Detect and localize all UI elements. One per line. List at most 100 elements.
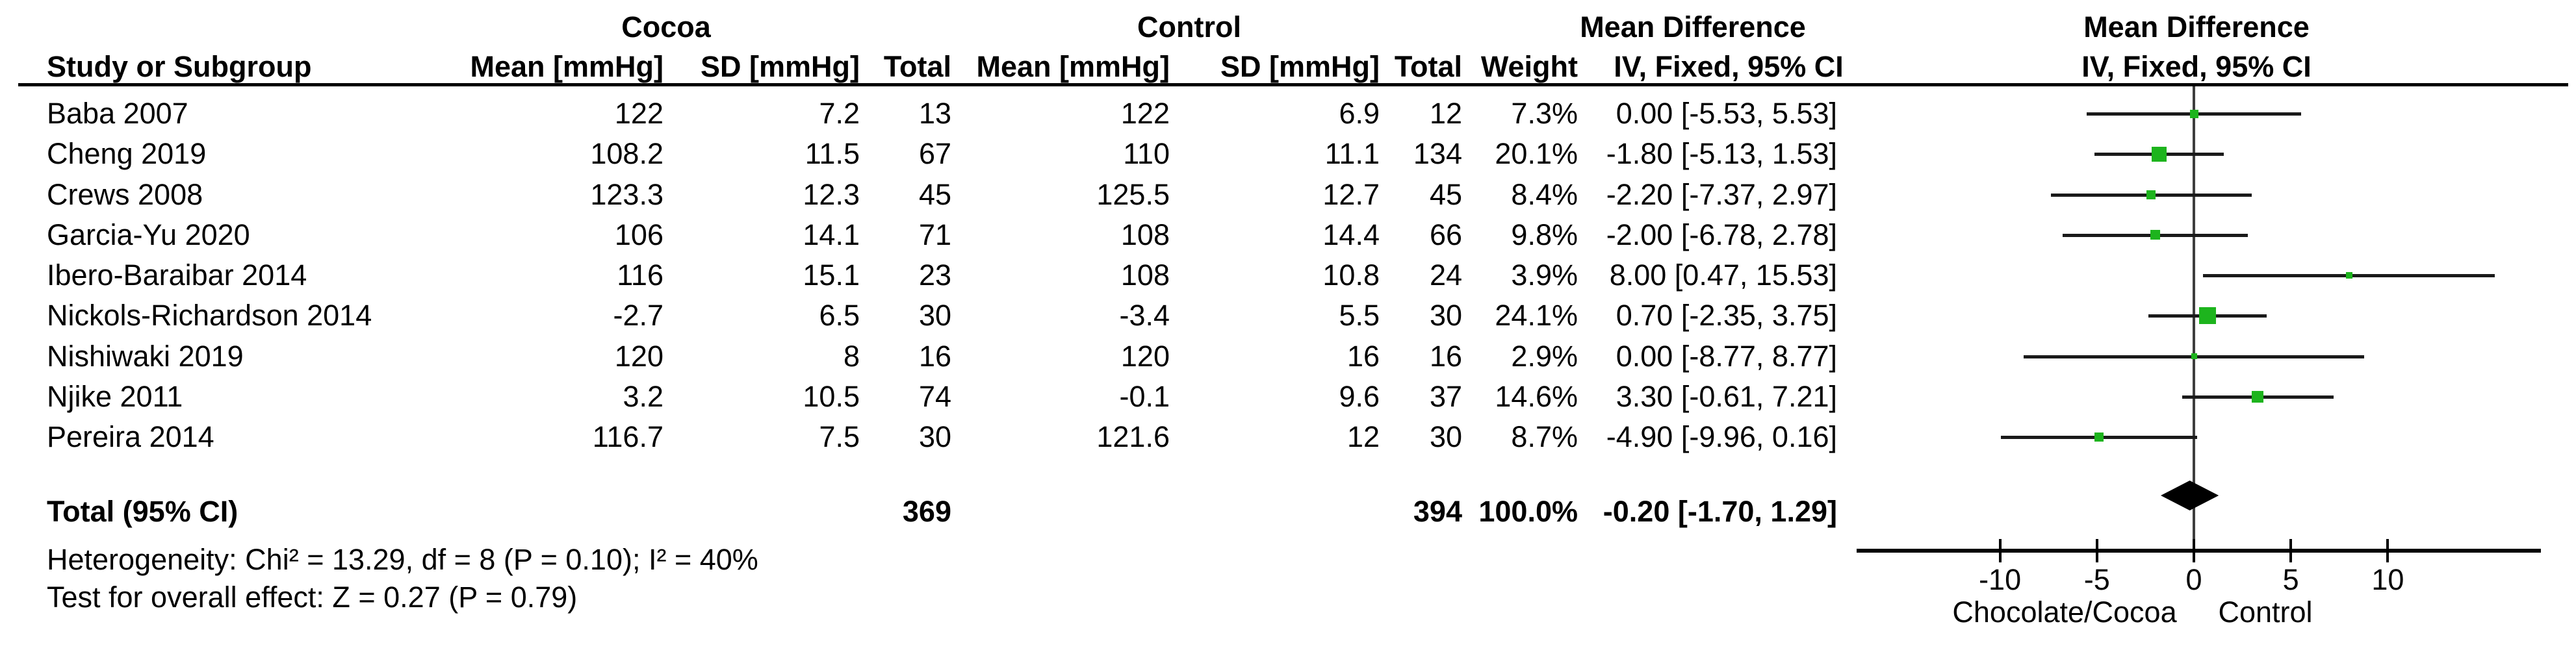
cocoa-sd: 12.3 [803,177,860,211]
control-total: 30 [1429,299,1462,332]
axis-tick-label: 0 [2185,563,2202,596]
pooled-diamond [2161,481,2219,510]
cocoa-total: 67 [918,137,951,171]
study-name: Nishiwaki 2019 [47,339,244,373]
cocoa-total-header: Total [883,50,951,83]
weight: 2.9% [1511,339,1578,373]
method-plot-header: IV, Fixed, 95% CI [2081,50,2312,83]
control-total: 24 [1429,258,1462,292]
cocoa-mean: 106 [614,218,663,251]
effect-marker [2252,390,2264,403]
control-sd: 11.1 [1324,137,1380,171]
ci-text: 0.70 [-2.35, 3.75] [1616,299,1837,332]
control-sd: 6.9 [1339,97,1380,130]
axis-tick-label: 5 [2282,563,2299,596]
cocoa-mean-header: Mean [mmHg] [470,50,663,83]
control-mean: 110 [1123,137,1170,171]
effect-marker [2189,109,2198,118]
control-mean: 125.5 [1096,177,1170,211]
control-total: 12 [1429,97,1462,130]
control-mean: 120 [1120,339,1170,373]
effect-marker [2150,230,2160,240]
cocoa-total: 45 [918,177,951,211]
study-column-header: Study or Subgroup [47,50,312,83]
cocoa-mean: 123.3 [590,177,663,211]
heterogeneity-stats: Heterogeneity: Chi² = 13.29, df = 8 (P =… [47,543,758,576]
weight: 8.7% [1511,420,1578,453]
total-weight: 100.0% [1478,495,1578,528]
ci-text: 3.30 [-0.61, 7.21] [1616,379,1837,413]
cocoa-sd-header: SD [mmHg] [701,50,860,83]
ci-text: 0.00 [-8.77, 8.77] [1616,339,1837,373]
study-name: Crews 2008 [47,177,203,211]
control-sd: 5.5 [1339,299,1380,332]
cocoa-mean: 116.7 [592,420,663,453]
control-mean: 108 [1120,258,1170,292]
ci-text: 8.00 [0.47, 15.53] [1609,258,1837,292]
method-column-header: IV, Fixed, 95% CI [1614,50,1844,83]
favours-left-label: Chocolate/Cocoa [1952,596,2177,629]
cocoa-sd: 7.2 [819,97,860,130]
cocoa-mean: 108.2 [590,137,663,171]
cocoa-sd: 6.5 [819,299,860,332]
cocoa-mean: 122 [614,97,663,130]
zero-reference-line [2193,86,2195,551]
control-total-header: Total [1394,50,1462,83]
weight: 8.4% [1511,177,1578,211]
control-mean: 108 [1120,218,1170,251]
cocoa-sd: 14.1 [803,218,860,251]
control-total: 134 [1413,137,1462,171]
x-axis-line [1857,549,2541,553]
study-name: Nickols-Richardson 2014 [47,299,372,332]
axis-tick-label: -5 [2083,563,2110,596]
effect-marker [2146,190,2156,199]
total-ci-text: -0.20 [-1.70, 1.29] [1603,495,1837,528]
cocoa-sd: 15.1 [803,258,860,292]
control-mean: -3.4 [1119,299,1170,332]
axis-tick-label: -10 [1979,563,2022,596]
control-sd-header: SD [mmHg] [1220,50,1380,83]
group2-header: Control [1137,10,1241,44]
cocoa-sd: 7.5 [819,420,860,453]
control-mean: 122 [1120,97,1170,130]
header-rule [18,83,2568,86]
overall-effect-test: Test for overall effect: Z = 0.27 (P = 0… [47,581,578,614]
cocoa-mean: 3.2 [623,379,663,413]
favours-right-label: Control [2218,596,2313,629]
control-sd: 16 [1346,339,1380,373]
axis-tick-label: 10 [2371,563,2404,596]
effect-marker [2191,353,2197,359]
ci-text: -4.90 [-9.96, 0.16] [1606,420,1837,453]
total-control-n: 394 [1413,495,1462,528]
ci-text: -2.20 [-7.37, 2.97] [1606,177,1837,211]
ci-text: -1.80 [-5.13, 1.53] [1606,137,1837,171]
ci-text: -2.00 [-6.78, 2.78] [1606,218,1837,251]
cocoa-total: 16 [918,339,951,373]
cocoa-total: 13 [918,97,951,130]
cocoa-sd: 10.5 [803,379,860,413]
study-name: Cheng 2019 [47,137,207,171]
mean-difference-header: Mean Difference [1580,10,1806,44]
study-name: Ibero-Baraibar 2014 [47,258,307,292]
effect-marker [2151,146,2167,162]
control-sd: 10.8 [1322,258,1380,292]
weight: 9.8% [1511,218,1578,251]
cocoa-mean: -2.7 [613,299,663,332]
weight: 7.3% [1511,97,1578,130]
cocoa-sd: 8 [843,339,860,373]
weight: 24.1% [1495,299,1578,332]
control-sd: 14.4 [1322,218,1380,251]
weight: 20.1% [1495,137,1578,171]
cocoa-mean: 120 [614,339,663,373]
effect-marker [2094,433,2104,442]
cocoa-total: 30 [918,299,951,332]
control-sd: 12.7 [1322,177,1380,211]
cocoa-total: 74 [918,379,951,413]
group1-header: Cocoa [621,10,711,44]
control-mean: -0.1 [1119,379,1170,413]
mean-difference-plot-header: Mean Difference [2083,10,2310,44]
total-cocoa-n: 369 [902,495,951,528]
weight-column-header: Weight [1480,50,1578,83]
control-sd: 9.6 [1339,379,1380,413]
study-name: Pereira 2014 [47,420,214,453]
